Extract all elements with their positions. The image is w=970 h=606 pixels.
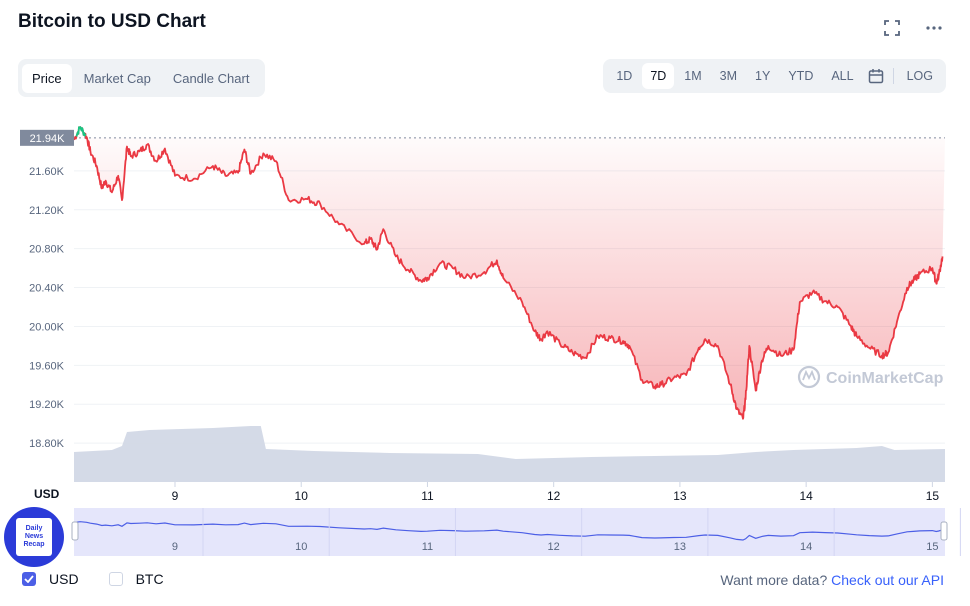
api-promo: Want more data? Check out our API (720, 572, 944, 588)
navigator-tick-label: 14 (800, 541, 812, 553)
range-1d[interactable]: 1D (616, 69, 633, 83)
navigator-tick-label: 13 (674, 541, 686, 553)
navigator-tick-label: 15 (926, 541, 938, 553)
navigator-right-handle[interactable] (940, 521, 948, 541)
price-chart[interactable]: 21.60K 21.20K 20.80K 20.40K 20.00K 19.60K 19.2… (0, 0, 970, 560)
navigator-tick-label: 11 (422, 541, 433, 553)
price-line-up (77, 127, 87, 137)
x-tick-label: 10 (295, 489, 309, 503)
range-all[interactable]: ALL (831, 69, 854, 83)
range-3m[interactable]: 3M (719, 69, 738, 83)
daily-news-recap-badge[interactable]: Daily News Recap (4, 507, 64, 567)
y-tick-label: 18.80K (29, 438, 65, 450)
y-tick-label: 19.60K (29, 360, 65, 372)
check-icon (24, 575, 34, 583)
y-tick-label: 20.00K (29, 321, 65, 333)
tab-market-cap[interactable]: Market Cap (83, 70, 151, 86)
range-ytd[interactable]: YTD (788, 69, 814, 83)
usd-checkbox[interactable] (22, 572, 36, 586)
chart-type-tabs: Price Market Cap Candle Chart (18, 59, 266, 97)
expand-icon[interactable] (880, 16, 904, 40)
btc-legend-label: BTC (135, 571, 164, 587)
badge-line-3: Recap (23, 541, 45, 548)
x-tick-label: 15 (926, 489, 940, 503)
y-tick-label: 21.20K (29, 205, 65, 217)
badge-line-1: Daily (25, 525, 43, 532)
navigator-line (73, 521, 943, 541)
y-tick-label: 20.40K (29, 283, 65, 295)
news-recap-icon: Daily News Recap (16, 518, 52, 556)
x-tick-label: 12 (547, 489, 561, 503)
navigator-left-handle[interactable] (71, 521, 79, 541)
series-legend: USD BTC (22, 571, 164, 587)
current-price-label: 21.94K (30, 133, 66, 145)
y-tick-label: 21.60K (29, 166, 65, 178)
current-price-tag (20, 129, 74, 146)
range-divider (892, 68, 894, 84)
price-line (73, 126, 944, 420)
log-toggle[interactable]: LOG (906, 69, 933, 83)
navigator-tick-label: 10 (295, 541, 307, 553)
y-axis-unit-label: USD (34, 487, 60, 501)
api-promo-text: Want more data? (720, 572, 828, 588)
calendar-icon[interactable] (863, 68, 889, 84)
x-tick-label: 13 (673, 489, 687, 503)
volume-area (74, 426, 945, 482)
x-tick-label: 14 (799, 489, 813, 503)
btc-checkbox[interactable] (108, 572, 123, 586)
x-tick-label: 9 (172, 489, 179, 503)
range-1m[interactable]: 1M (684, 69, 702, 83)
coinmarketcap-watermark: CoinMarketCap (797, 365, 944, 389)
x-tick-label: 11 (421, 489, 434, 503)
range-navigator[interactable]: 9 10 11 12 13 14 15 (71, 508, 961, 556)
page-title: Bitcoin to USD Chart (18, 11, 206, 32)
tab-price[interactable]: Price (22, 63, 72, 93)
y-tick-label: 19.20K (29, 399, 65, 411)
range-7d[interactable]: 7D (642, 63, 675, 89)
range-1y[interactable]: 1Y (755, 69, 771, 83)
navigator-tick-label: 9 (172, 541, 178, 553)
navigator-tick-label: 12 (548, 541, 560, 553)
badge-line-2: News (24, 533, 44, 540)
price-area-fill (74, 137, 945, 419)
tab-candle-chart[interactable]: Candle Chart (172, 70, 250, 86)
watermark-text: CoinMarketCap (826, 370, 944, 387)
more-dots-icon[interactable] (922, 16, 946, 40)
usd-legend-label: USD (49, 571, 79, 587)
y-tick-label: 20.80K (29, 244, 65, 256)
api-link[interactable]: Check out our API (831, 572, 944, 588)
time-range-selector: 1D 7D 1M 3M 1Y YTD ALL LOG (603, 59, 946, 93)
